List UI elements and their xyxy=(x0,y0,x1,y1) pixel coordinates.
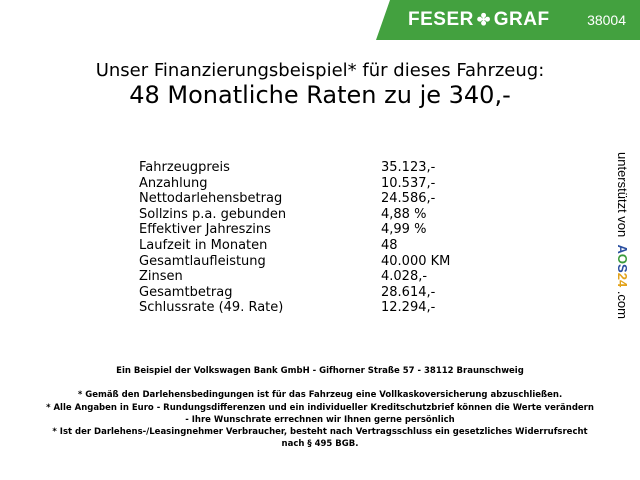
footnote-currency-cont: - Ihre Wunschrate errechnen wir Ihnen ge… xyxy=(185,415,455,425)
bank-info: Ein Beispiel der Volkswagen Bank GmbH - … xyxy=(116,366,524,376)
row-label: Sollzins p.a. gebunden xyxy=(139,206,287,222)
row-label: Zinsen xyxy=(139,269,183,285)
row-label: Laufzeit in Monaten xyxy=(139,237,268,253)
row-value: 10.537,- xyxy=(381,175,436,191)
aos24-logo: AOS24 xyxy=(615,244,630,288)
brand-logo: FESER ✤ GRAF xyxy=(408,9,550,31)
table-row: Gesamtbetrag 28.614,- xyxy=(139,285,450,301)
row-value: 35.123,- xyxy=(381,160,436,175)
table-row: Effektiver Jahreszins 4,99 % xyxy=(139,222,450,238)
table-row: Anzahlung 10.537,- xyxy=(139,176,450,192)
row-value: 48 xyxy=(381,237,398,253)
footnote-currency: * Alle Angaben in Euro - Rundungsdiffere… xyxy=(46,403,594,413)
row-label: Schlussrate (49. Rate) xyxy=(139,300,284,316)
row-value: 40.000 KM xyxy=(381,253,451,269)
row-label: Nettodarlehensbetrag xyxy=(139,191,283,207)
row-value: 24.586,- xyxy=(381,191,436,207)
brand-name-right: GRAF xyxy=(493,9,550,30)
table-row: Laufzeit in Monaten 48 xyxy=(139,238,450,254)
table-row: Sollzins p.a. gebunden 4,88 % xyxy=(139,207,450,223)
row-label: Anzahlung xyxy=(139,175,208,191)
table-row: Schlussrate (49. Rate) 12.294,- xyxy=(139,300,450,316)
row-label: Fahrzeugpreis xyxy=(139,160,230,175)
finance-table: Fahrzeugpreis 35.123,- Anzahlung 10.537,- Ne… xyxy=(139,160,450,316)
footnote-insurance: * Gemäß den Darlehensbedingungen ist für… xyxy=(77,390,563,400)
headline-rate: 48 Monatliche Raten zu je 340,- xyxy=(129,81,511,109)
table-row: Zinsen 4.028,- xyxy=(139,269,450,285)
row-value: 4.028,- xyxy=(381,269,428,285)
brand-name-left: FESER xyxy=(408,9,474,30)
row-label: Gesamtbetrag xyxy=(139,284,233,300)
powered-by-domain: .com xyxy=(615,290,630,319)
headline-title: Unser Finanzierungsbeispiel* für dieses … xyxy=(95,60,545,81)
clover-icon: ✤ xyxy=(476,12,491,29)
table-row: Gesamtlaufleistung 40.000 KM xyxy=(139,254,450,270)
row-value: 28.614,- xyxy=(381,284,436,300)
footnote-withdrawal: * Ist der Darlehens-/Leasingnehmer Verbr… xyxy=(52,427,588,437)
powered-by-label: unterstützt von xyxy=(615,152,630,238)
table-row: Fahrzeugpreis 35.123,- xyxy=(139,160,450,176)
dealer-number: 38004 xyxy=(587,12,626,28)
row-value: 12.294,- xyxy=(381,300,436,316)
powered-by: unterstützt von AOS24 .com xyxy=(615,152,630,319)
table-row: Nettodarlehensbetrag 24.586,- xyxy=(139,191,450,207)
row-label: Gesamtlaufleistung xyxy=(139,253,266,269)
brand-banner: FESER ✤ GRAF 38004 xyxy=(376,0,640,40)
row-value: 4,99 % xyxy=(381,222,427,238)
row-value: 4,88 % xyxy=(381,206,427,222)
row-label: Effektiver Jahreszins xyxy=(139,222,271,238)
footnote-withdrawal-cont: nach § 495 BGB. xyxy=(281,439,359,449)
